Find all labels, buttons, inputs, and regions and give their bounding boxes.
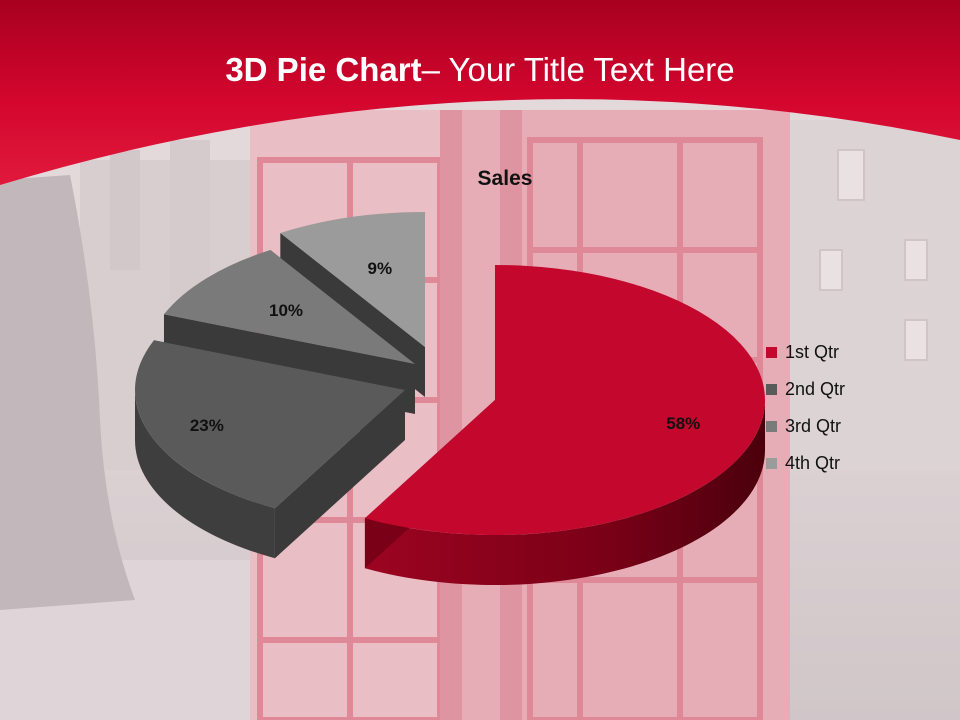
legend-swatch: [766, 384, 777, 395]
pie-slice-side-2nd-qtr: [135, 390, 275, 559]
legend-label: 1st Qtr: [785, 342, 840, 362]
legend-item-1st-qtr: 1st Qtr: [766, 334, 845, 371]
legend: 1st Qtr 2nd Qtr 3rd Qtr 4th Qtr: [766, 334, 845, 482]
pie-slice-top-1st-qtr: [364, 265, 766, 536]
legend-item-2nd-qtr: 2nd Qtr: [766, 371, 845, 408]
legend-swatch: [766, 458, 777, 469]
slide-title-bold: 3D Pie Chart: [225, 51, 422, 88]
data-label-2nd-qtr: 23%: [189, 415, 224, 435]
legend-label: 2nd Qtr: [785, 379, 846, 399]
legend-item-4th-qtr: 4th Qtr: [766, 445, 845, 482]
pie-slice-top-4th-qtr: [280, 212, 425, 347]
data-label-4th-qtr: 9%: [367, 259, 393, 279]
legend-item-3rd-qtr: 3rd Qtr: [766, 408, 845, 445]
data-label-1st-qtr: 58%: [666, 414, 701, 434]
legend-swatch: [766, 347, 777, 358]
legend-label: 3rd Qtr: [785, 416, 842, 436]
pie-slices: [135, 212, 766, 585]
chart-title: Sales: [477, 167, 533, 190]
legend-label: 4th Qtr: [785, 453, 841, 473]
legend-swatch: [766, 421, 777, 432]
pie-slice-1st-qtr: [364, 265, 766, 585]
pie-slice-top-2nd-qtr: [135, 340, 406, 509]
slide-title-rest: – Your Title Text Here: [421, 51, 735, 88]
slide-title: 3D Pie Chart– Your Title Text Here: [0, 50, 960, 90]
data-label-3rd-qtr: 10%: [269, 300, 304, 320]
pie-slice-top-3rd-qtr: [163, 250, 415, 364]
pie-slice-2nd-qtr: [135, 340, 406, 559]
pie-slice-side-1st-qtr: [364, 400, 765, 585]
